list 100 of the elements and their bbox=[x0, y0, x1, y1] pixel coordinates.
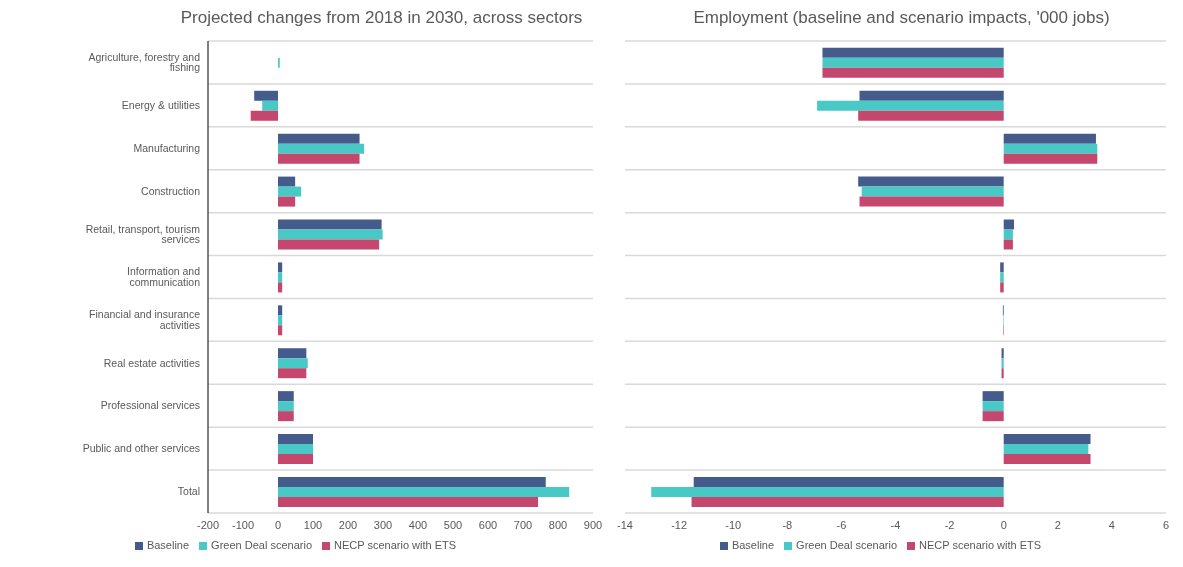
legend-label: Baseline bbox=[146, 539, 190, 551]
x-tick-label: 0 bbox=[1000, 518, 1007, 531]
x-tick-label: 2 bbox=[1054, 518, 1061, 531]
bar bbox=[693, 476, 1004, 487]
bar bbox=[278, 391, 294, 402]
bar bbox=[278, 282, 283, 293]
bar bbox=[278, 133, 360, 144]
bar bbox=[278, 358, 308, 369]
bar bbox=[278, 486, 570, 497]
bar bbox=[278, 305, 283, 316]
x-tick-label: 0 bbox=[274, 518, 282, 531]
bar bbox=[861, 186, 1004, 197]
y-tick-label: Information and communication bbox=[127, 265, 201, 288]
bar bbox=[278, 454, 313, 465]
bar bbox=[651, 486, 1004, 497]
x-tick-label: 900 bbox=[583, 518, 603, 531]
y-tick-label: Energy & utilities bbox=[121, 99, 200, 112]
x-tick-label: -14 bbox=[617, 518, 633, 531]
bar bbox=[982, 391, 1004, 402]
bar bbox=[250, 110, 278, 121]
x-tick-label: 300 bbox=[373, 518, 393, 531]
legend-label: Green Deal scenario bbox=[796, 539, 897, 551]
bar bbox=[1003, 239, 1013, 250]
bar bbox=[1003, 143, 1098, 154]
x-tick-label: -200 bbox=[196, 518, 220, 531]
legend-label: Baseline bbox=[731, 539, 775, 551]
x-tick-label: 200 bbox=[338, 518, 358, 531]
x-tick-label: -10 bbox=[725, 518, 742, 531]
bar bbox=[1001, 358, 1004, 369]
x-tick-label: 600 bbox=[478, 518, 498, 531]
bar bbox=[278, 401, 294, 412]
bar bbox=[278, 176, 296, 187]
bar bbox=[278, 315, 283, 326]
bar bbox=[278, 186, 302, 197]
bar bbox=[859, 90, 1004, 101]
x-tick-label: -12 bbox=[671, 518, 688, 531]
x-tick-label: -8 bbox=[782, 518, 793, 531]
x-tick-label: 500 bbox=[443, 518, 463, 531]
bar bbox=[278, 196, 296, 207]
y-tick-label: Construction bbox=[141, 184, 201, 197]
x-tick-label: 400 bbox=[408, 518, 428, 531]
bar bbox=[1001, 348, 1004, 359]
y-tick-label: Manufacturing bbox=[133, 142, 201, 154]
bar bbox=[822, 67, 1004, 78]
bar bbox=[822, 47, 1004, 58]
bar bbox=[278, 239, 380, 250]
bar bbox=[278, 476, 546, 487]
bar bbox=[982, 401, 1004, 412]
bar bbox=[1003, 434, 1091, 445]
chart-title: Projected changes from 2018 in 2030, across sectors bbox=[179, 8, 584, 29]
bar bbox=[278, 444, 313, 455]
bar bbox=[278, 348, 307, 359]
x-tick-label: 100 bbox=[303, 518, 323, 531]
x-tick-label: 700 bbox=[513, 518, 533, 531]
bar bbox=[278, 143, 365, 154]
y-tick-label: Financial and insurance activities bbox=[89, 308, 201, 331]
bar bbox=[278, 411, 294, 422]
bar bbox=[254, 90, 278, 101]
bar bbox=[1003, 229, 1013, 240]
y-tick-label: Retail, transport, tourism services bbox=[85, 222, 201, 246]
bar bbox=[278, 368, 307, 379]
y-tick-label: Total bbox=[177, 485, 200, 498]
bar bbox=[1003, 153, 1098, 164]
y-tick-label: Professional services bbox=[100, 399, 200, 412]
bar bbox=[278, 219, 382, 230]
chart-title: Employment (baseline and scenario impacts, '000 jobs) bbox=[692, 8, 1111, 29]
x-tick-label: 4 bbox=[1108, 518, 1115, 531]
bar bbox=[1000, 282, 1004, 293]
x-tick-label: -6 bbox=[836, 518, 847, 531]
bar bbox=[858, 176, 1004, 187]
bar bbox=[262, 100, 278, 111]
y-tick-label: Agriculture, forestry and fishing bbox=[88, 50, 201, 74]
bar bbox=[817, 100, 1004, 111]
bar bbox=[278, 153, 360, 164]
legend-label: NECP scenario with ETS bbox=[919, 539, 1042, 551]
bar bbox=[1001, 368, 1004, 379]
bar bbox=[1003, 454, 1091, 465]
x-tick-label: 6 bbox=[1162, 518, 1170, 531]
bar bbox=[1003, 133, 1096, 144]
x-tick-label: -100 bbox=[231, 518, 255, 531]
bar bbox=[982, 411, 1004, 422]
bar bbox=[822, 57, 1004, 68]
legend-label: Green Deal scenario bbox=[211, 539, 312, 551]
y-tick-label: Public and other services bbox=[82, 442, 200, 455]
bar bbox=[278, 272, 283, 283]
bar bbox=[278, 325, 283, 336]
bar bbox=[691, 496, 1004, 507]
bar bbox=[278, 229, 383, 240]
bar bbox=[1003, 219, 1014, 230]
bar bbox=[1000, 262, 1004, 273]
bar bbox=[1003, 444, 1089, 455]
bar bbox=[858, 110, 1004, 121]
bar bbox=[278, 434, 313, 445]
legend-label: NECP scenario with ETS bbox=[334, 539, 457, 551]
x-tick-label: -4 bbox=[890, 518, 901, 531]
bar bbox=[1000, 272, 1004, 283]
bar bbox=[859, 196, 1004, 207]
bar bbox=[278, 262, 283, 273]
x-tick-label: -2 bbox=[944, 518, 955, 531]
y-tick-label: Real estate activities bbox=[103, 356, 200, 369]
